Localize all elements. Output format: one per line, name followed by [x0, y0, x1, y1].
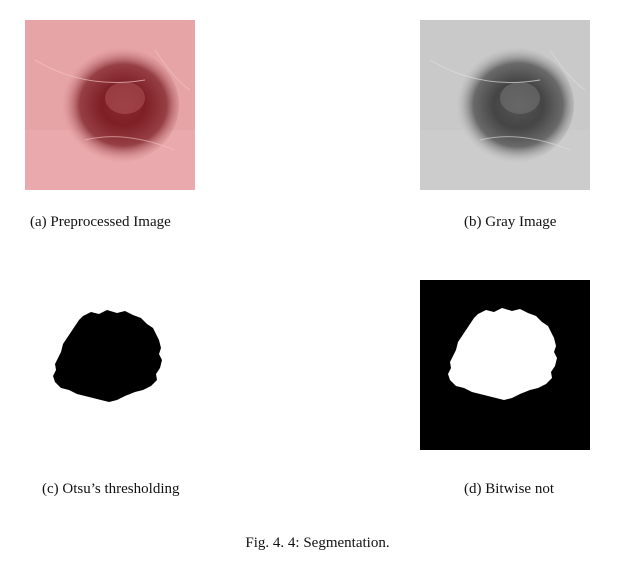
figure-caption: Fig. 4. 4: Segmentation.	[245, 535, 390, 551]
caption-otsu: (c) Otsu’s thresholding	[42, 481, 180, 497]
caption-gray: (b) Gray Image	[464, 214, 557, 230]
caption-bitwise-not: (d) Bitwise not	[464, 481, 554, 497]
preprocessed-image	[25, 20, 195, 190]
gray-image	[420, 20, 590, 190]
bitwise-not-image	[420, 280, 590, 450]
caption-preprocessed: (a) Preprocessed Image	[30, 214, 171, 230]
otsu-threshold-image	[25, 282, 195, 452]
